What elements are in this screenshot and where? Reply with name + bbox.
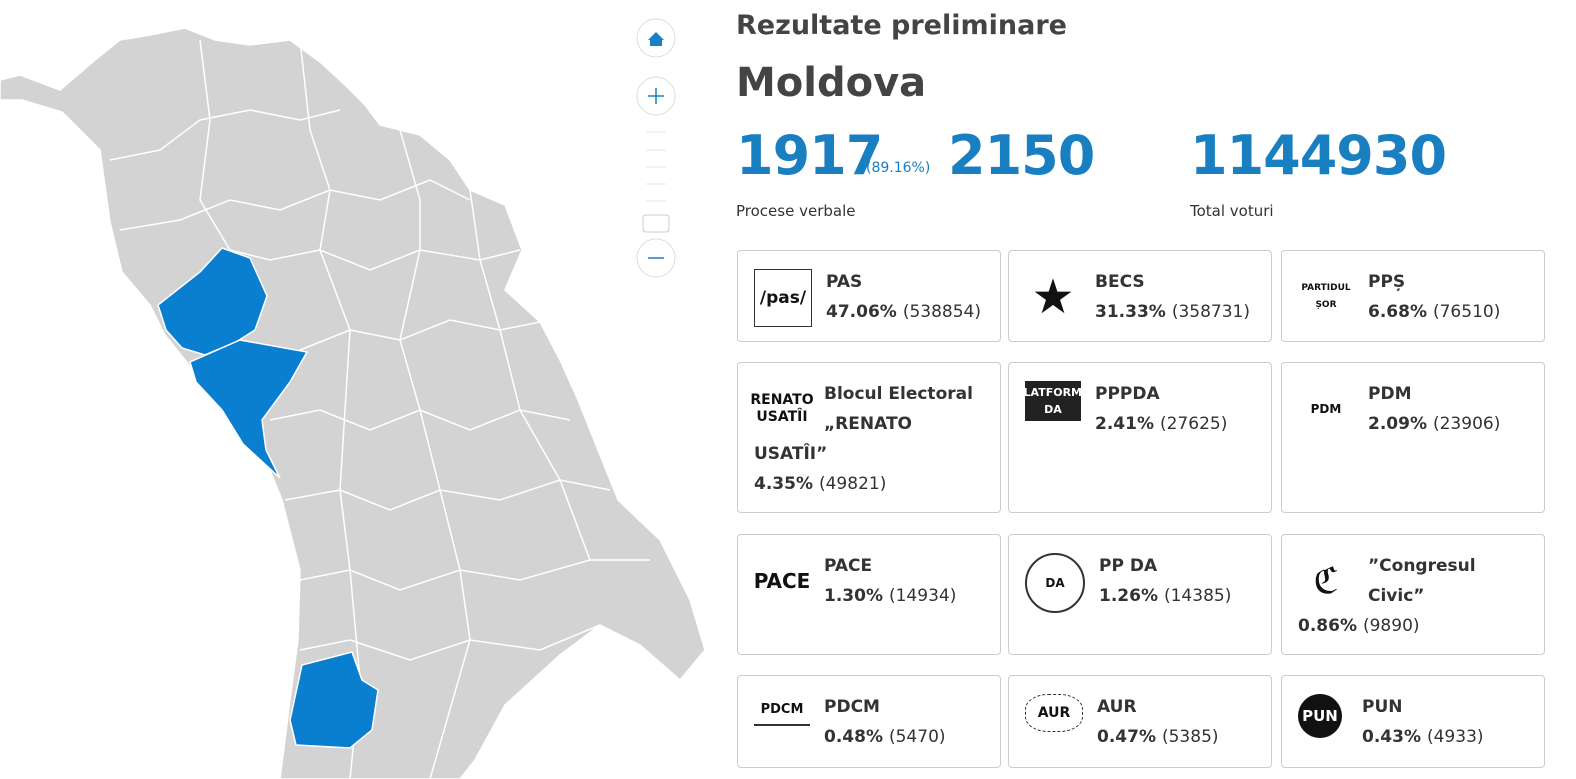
party-card[interactable]: PLATFORMA DA PPPDA 2.41% (27625) (1008, 362, 1272, 513)
map (0, 18, 706, 779)
party-votes: (49821) (818, 474, 887, 494)
party-card[interactable]: RENATO USATÎI Blocul Electoral „RENATO US… (737, 362, 1001, 513)
party-name: PDM (1368, 384, 1412, 404)
highlighted-districts (157, 247, 379, 749)
party-logo: /pas/ (754, 269, 812, 327)
party-name: PPȘ (1368, 272, 1406, 292)
plus-icon (648, 88, 664, 104)
party-votes: (14385) (1163, 586, 1232, 606)
map-controls (636, 18, 676, 278)
party-logo: RENATO USATÎI (750, 392, 814, 425)
party-name: ”Congresul Civic” (1368, 556, 1476, 606)
party-votes: (23906) (1432, 414, 1501, 434)
party-card[interactable]: PDM PDM 2.09% (23906) (1281, 362, 1545, 513)
party-logo: AUR (1025, 694, 1083, 732)
party-percent: 2.09% (1368, 414, 1427, 434)
party-percent: 1.26% (1099, 586, 1158, 606)
party-logo: PARTIDUL ȘOR (1301, 283, 1351, 310)
party-card[interactable]: ℭ ”Congresul Civic” 0.86% (9890) (1281, 534, 1545, 655)
party-name: Blocul Electoral „RENATO USATÎI” (754, 384, 973, 464)
party-percent: 4.35% (754, 474, 813, 494)
party-name: PAS (826, 272, 863, 292)
party-card[interactable]: PARTIDUL ȘOR PPȘ 6.68% (76510) (1281, 250, 1545, 342)
processed-percent: (89.16%) (866, 160, 931, 176)
district-borders (109, 39, 650, 779)
party-name: PDCM (824, 697, 880, 717)
party-name: PUN (1362, 697, 1403, 717)
party-percent: 47.06% (826, 302, 897, 322)
party-votes: (538854) (902, 302, 981, 322)
zoom-ticks (646, 131, 666, 202)
party-name: PP DA (1099, 556, 1158, 576)
party-card[interactable]: DA PP DA 1.26% (14385) (1008, 534, 1272, 655)
party-name: PACE (824, 556, 873, 576)
total-votes-label: Total voturi (1190, 202, 1274, 220)
party-logo: PACE (753, 568, 811, 593)
zoom-slider[interactable] (642, 214, 670, 233)
party-card[interactable]: PACE PACE 1.30% (14934) (737, 534, 1001, 655)
page-title: Rezultate preliminare (736, 10, 1067, 41)
party-votes: (358731) (1171, 302, 1250, 322)
party-votes: (14934) (888, 586, 957, 606)
party-logo: ℭ (1313, 560, 1339, 602)
total-stations: 2150 (948, 124, 1095, 187)
party-card[interactable]: PUN PUN 0.43% (4933) (1281, 675, 1545, 768)
party-votes: (76510) (1432, 302, 1501, 322)
country (0, 27, 706, 779)
party-votes: (5470) (888, 727, 946, 747)
party-percent: 0.47% (1097, 727, 1156, 747)
party-votes: (9890) (1362, 616, 1420, 636)
party-logo: PUN (1298, 694, 1342, 738)
party-percent: 2.41% (1095, 414, 1154, 434)
party-votes: (27625) (1159, 414, 1228, 434)
processed-count: 1917 (736, 124, 883, 187)
party-name: BECS (1095, 272, 1145, 292)
party-percent: 1.30% (824, 586, 883, 606)
party-card[interactable]: ★ BECS 31.33% (358731) (1008, 250, 1272, 342)
party-card[interactable]: PDCM PDCM 0.48% (5470) (737, 675, 1001, 768)
party-card[interactable]: AUR AUR 0.47% (5385) (1008, 675, 1272, 768)
party-percent: 0.86% (1298, 616, 1357, 636)
party-percent: 6.68% (1368, 302, 1427, 322)
party-card[interactable]: /pas/PAS 47.06% (538854) (737, 250, 1001, 342)
party-percent: 31.33% (1095, 302, 1166, 322)
party-votes: (5385) (1161, 727, 1219, 747)
total-votes: 1144930 (1190, 124, 1447, 187)
party-logo: ★ (1031, 268, 1075, 325)
party-percent: 0.48% (824, 727, 883, 747)
party-logo: PDCM (754, 694, 810, 726)
home-icon (648, 32, 664, 46)
party-logo: DA (1025, 553, 1085, 613)
party-name: PPPDA (1095, 384, 1160, 404)
processed-label: Procese verbale (736, 202, 856, 220)
party-logo: PDM (1310, 401, 1342, 416)
party-name: AUR (1097, 697, 1137, 717)
party-logo: PLATFORMA DA (1015, 381, 1091, 421)
region-name: Moldova (736, 60, 927, 106)
party-votes: (4933) (1426, 727, 1484, 747)
party-percent: 0.43% (1362, 727, 1421, 747)
